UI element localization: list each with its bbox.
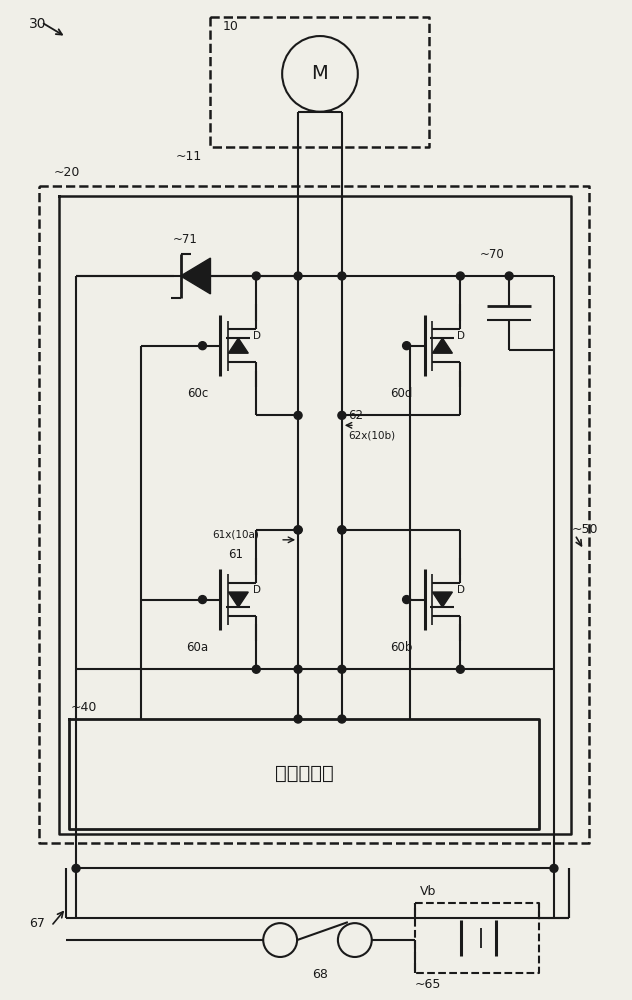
Text: ~11: ~11 bbox=[176, 150, 202, 163]
Text: 60a: 60a bbox=[186, 641, 209, 654]
Circle shape bbox=[252, 665, 260, 673]
Circle shape bbox=[294, 526, 302, 534]
Text: 30: 30 bbox=[29, 17, 47, 31]
Text: 印機控制器: 印機控制器 bbox=[275, 764, 334, 783]
Polygon shape bbox=[432, 592, 453, 607]
Text: 60d: 60d bbox=[391, 387, 413, 400]
Circle shape bbox=[72, 864, 80, 872]
Polygon shape bbox=[228, 338, 248, 353]
Text: 68: 68 bbox=[312, 968, 328, 981]
Text: ~50: ~50 bbox=[572, 523, 599, 536]
Text: ~70: ~70 bbox=[479, 248, 504, 261]
Circle shape bbox=[456, 665, 465, 673]
Text: ~20: ~20 bbox=[53, 166, 80, 179]
Circle shape bbox=[198, 596, 207, 604]
Text: ~65: ~65 bbox=[415, 978, 441, 991]
Circle shape bbox=[403, 342, 411, 350]
Text: ~40: ~40 bbox=[71, 701, 97, 714]
Text: 60c: 60c bbox=[187, 387, 208, 400]
Text: 62: 62 bbox=[348, 409, 363, 422]
Text: 60b: 60b bbox=[391, 641, 413, 654]
Circle shape bbox=[505, 272, 513, 280]
Text: Vb: Vb bbox=[420, 885, 436, 898]
Circle shape bbox=[338, 526, 346, 534]
Circle shape bbox=[294, 526, 302, 534]
Text: D: D bbox=[458, 331, 465, 341]
Circle shape bbox=[198, 342, 207, 350]
Circle shape bbox=[338, 272, 346, 280]
Text: M: M bbox=[312, 64, 329, 83]
Text: 61x(10a): 61x(10a) bbox=[212, 530, 258, 540]
Text: 62x(10b): 62x(10b) bbox=[348, 430, 395, 440]
Circle shape bbox=[338, 715, 346, 723]
Circle shape bbox=[252, 272, 260, 280]
Circle shape bbox=[338, 411, 346, 419]
Circle shape bbox=[294, 411, 302, 419]
Polygon shape bbox=[228, 592, 248, 607]
Polygon shape bbox=[181, 258, 210, 294]
Circle shape bbox=[338, 526, 346, 534]
Circle shape bbox=[456, 272, 465, 280]
Text: D: D bbox=[253, 331, 261, 341]
Circle shape bbox=[550, 864, 558, 872]
Polygon shape bbox=[432, 338, 453, 353]
Circle shape bbox=[294, 272, 302, 280]
Circle shape bbox=[403, 596, 411, 604]
Text: 61: 61 bbox=[228, 548, 243, 561]
Text: 10: 10 bbox=[222, 20, 238, 33]
Circle shape bbox=[294, 715, 302, 723]
Text: D: D bbox=[253, 585, 261, 595]
Text: ~71: ~71 bbox=[173, 233, 198, 246]
Circle shape bbox=[338, 665, 346, 673]
Text: D: D bbox=[458, 585, 465, 595]
Circle shape bbox=[294, 665, 302, 673]
Text: 67: 67 bbox=[29, 917, 45, 930]
